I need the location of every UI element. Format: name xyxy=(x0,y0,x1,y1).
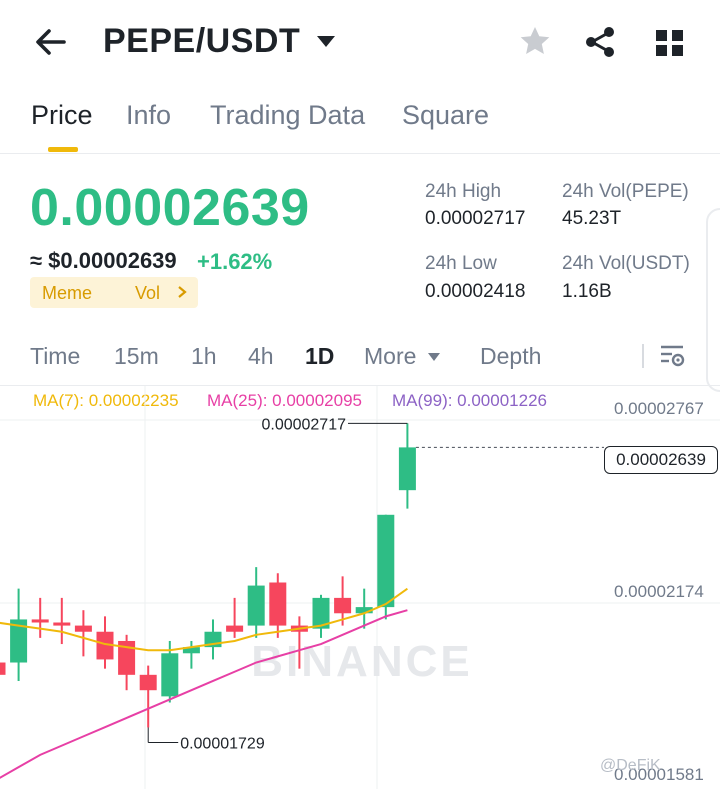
caret-down-icon[interactable] xyxy=(316,32,336,52)
current-price-marker: 0.00002639 xyxy=(604,446,718,474)
interval-more[interactable]: More xyxy=(364,343,417,369)
side-panel-edge[interactable] xyxy=(706,208,720,392)
interval-15m[interactable]: 15m xyxy=(114,343,159,369)
low-label: 24h Low xyxy=(425,253,497,274)
tabs-divider xyxy=(0,153,720,154)
interval-1h[interactable]: 1h xyxy=(191,343,217,369)
credit-watermark: @DeFiK xyxy=(600,757,661,774)
candle-body xyxy=(118,640,136,675)
tab-info[interactable]: Info xyxy=(126,100,172,130)
vol-quote-value: 1.16B xyxy=(562,281,612,302)
candle-body xyxy=(334,597,352,614)
pair-title[interactable]: PEPE/USDT xyxy=(103,22,301,60)
min-price-label: 0.00001729 xyxy=(180,735,265,752)
y-axis-label-bottom: 0.00001581 xyxy=(614,765,704,784)
tags-container xyxy=(30,277,198,308)
high-value: 0.00002717 xyxy=(425,208,526,229)
chevron-right-icon xyxy=(176,285,188,299)
ma7-legend: MA(7): 0.00002235 xyxy=(33,391,179,410)
tab-trading-data[interactable]: Trading Data xyxy=(210,100,366,130)
interval-time[interactable]: Time xyxy=(30,343,81,369)
candle-body xyxy=(31,619,49,623)
price-change: +1.62% xyxy=(197,249,273,274)
y-axis-label-top: 0.00002767 xyxy=(614,399,704,418)
grid-menu-button[interactable] xyxy=(650,22,690,62)
candle-body xyxy=(377,514,395,608)
candle-body xyxy=(161,653,179,697)
interval-separator xyxy=(642,344,644,368)
arrow-left-icon xyxy=(36,29,66,55)
vol-quote-label: 24h Vol(USDT) xyxy=(562,253,690,274)
candle-body xyxy=(247,585,265,626)
favorite-button[interactable] xyxy=(515,22,555,62)
caret-down-icon xyxy=(427,350,441,362)
candle-body xyxy=(96,631,114,660)
candle-body xyxy=(139,674,157,691)
share-button[interactable] xyxy=(580,22,620,62)
active-tab-indicator xyxy=(48,147,78,152)
binance-watermark: BINANCE xyxy=(251,637,472,686)
interval-4h[interactable]: 4h xyxy=(248,343,274,369)
ma25-legend: MA(25): 0.00002095 xyxy=(207,391,362,410)
candle-body xyxy=(226,625,244,632)
chart-top-divider xyxy=(0,385,720,386)
candlestick-chart[interactable]: BINANCE 0.00002717 0.00001729 xyxy=(0,386,720,789)
y-axis-label-mid: 0.00002174 xyxy=(614,582,704,601)
star-icon xyxy=(520,27,550,54)
share-icon xyxy=(586,27,614,57)
tag-meme[interactable]: Meme xyxy=(42,283,93,303)
back-button[interactable] xyxy=(30,22,70,62)
low-value: 0.00002418 xyxy=(425,281,526,302)
tag-vol[interactable]: Vol xyxy=(135,283,161,303)
high-label: 24h High xyxy=(425,181,502,202)
ma99-legend: MA(99): 0.00001226 xyxy=(392,391,547,410)
tab-square[interactable]: Square xyxy=(402,100,490,130)
usd-price: ≈ $0.00002639 xyxy=(30,248,177,273)
ma7-line xyxy=(0,587,408,652)
interval-1d[interactable]: 1D xyxy=(305,343,335,369)
last-price: 0.00002639 xyxy=(30,179,310,237)
candle-body xyxy=(182,647,200,654)
candle-body xyxy=(10,619,28,663)
vol-base-value: 45.23T xyxy=(562,208,622,229)
candle-body xyxy=(269,582,287,626)
candle-body xyxy=(312,597,330,629)
candle-body xyxy=(355,607,373,614)
interval-depth[interactable]: Depth xyxy=(480,343,542,369)
candle-body xyxy=(398,447,416,491)
candle-body xyxy=(53,622,71,626)
tab-price[interactable]: Price xyxy=(31,100,93,130)
chart-settings-icon[interactable] xyxy=(658,342,686,370)
ma25-line xyxy=(0,609,408,779)
vol-base-label: 24h Vol(PEPE) xyxy=(562,181,689,202)
candle-body xyxy=(74,625,92,632)
grid-icon xyxy=(656,30,683,56)
max-price-label: 0.00002717 xyxy=(261,416,346,433)
candle-body xyxy=(0,662,6,675)
